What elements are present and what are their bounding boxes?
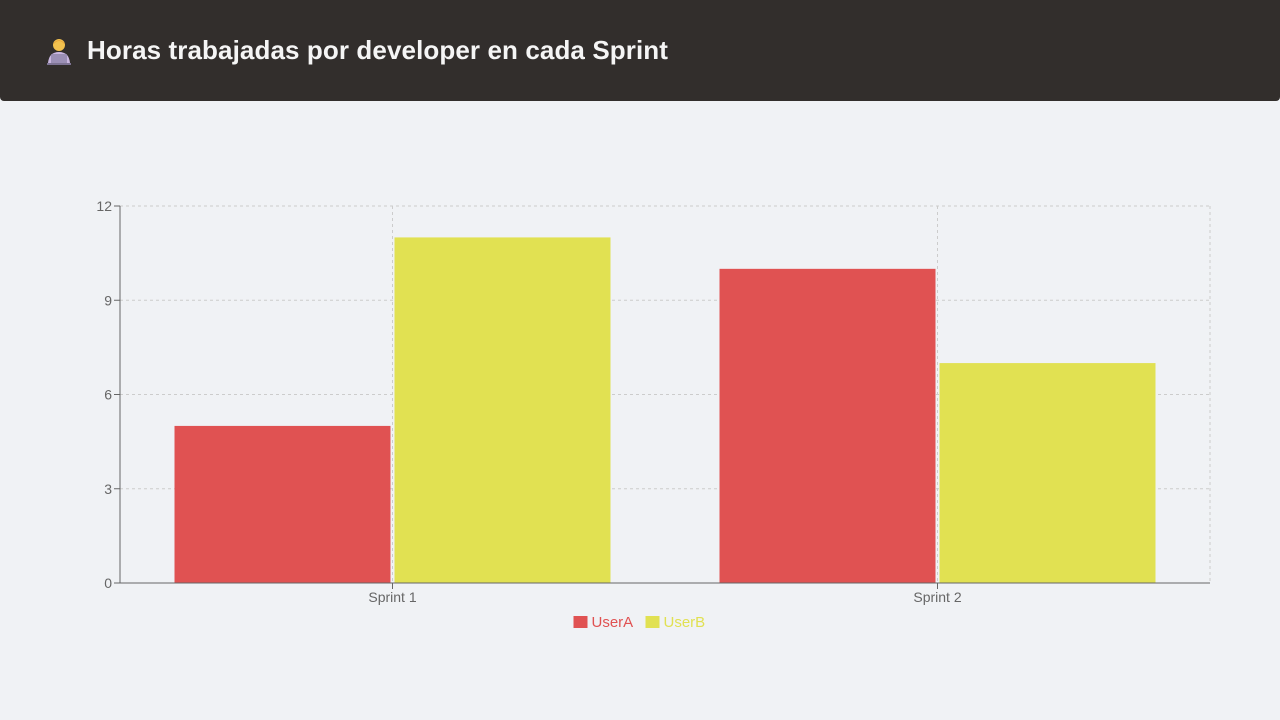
y-tick-label: 9 <box>104 292 112 308</box>
x-tick-labels: Sprint 1 Sprint 2 <box>368 589 961 605</box>
bar-usera-sprint-2[interactable] <box>719 268 936 583</box>
y-tick-labels: 0 3 6 9 12 <box>96 198 112 591</box>
y-tick-label: 3 <box>104 481 112 497</box>
y-tick-label: 0 <box>104 575 112 591</box>
x-tick-label: Sprint 2 <box>913 589 961 605</box>
legend-item-userb[interactable]: UserB <box>645 614 706 631</box>
bar-userb-sprint-2[interactable] <box>939 363 1156 583</box>
x-tick-label: Sprint 1 <box>368 589 416 605</box>
page-header: Horas trabajadas por developer en cada S… <box>0 0 1280 101</box>
chart-bars <box>174 237 1156 583</box>
bar-usera-sprint-1[interactable] <box>174 425 391 583</box>
legend-label: UserB <box>664 614 706 631</box>
y-tick-label: 6 <box>104 387 112 403</box>
bar-userb-sprint-1[interactable] <box>394 237 611 583</box>
legend-item-usera[interactable]: UserA <box>573 614 634 631</box>
technologist-icon <box>44 36 74 66</box>
chart-legend: UserA UserB <box>573 614 706 631</box>
page-title: Horas trabajadas por developer en cada S… <box>87 35 669 65</box>
legend-swatch <box>645 616 660 628</box>
legend-label: UserA <box>592 614 634 631</box>
y-tick-label: 12 <box>96 198 112 214</box>
chart-axes <box>114 205 1210 589</box>
legend-swatch <box>573 616 588 628</box>
